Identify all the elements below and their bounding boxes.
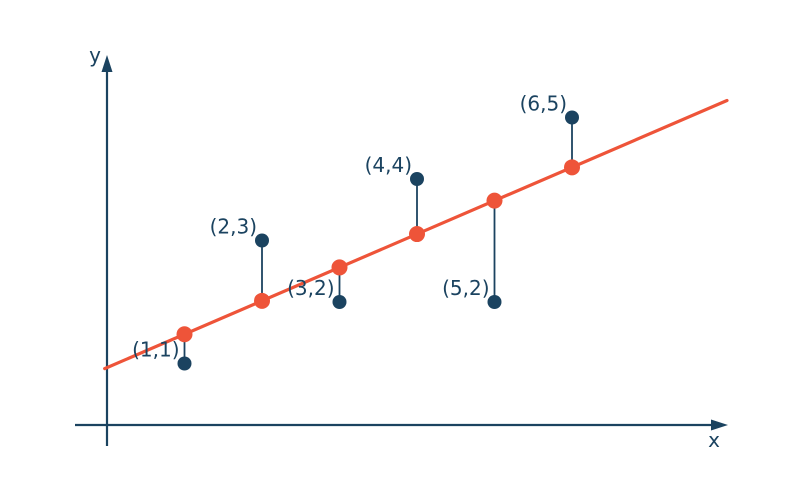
- data-point: [255, 233, 269, 248]
- fitted-point: [331, 259, 348, 276]
- data-point: [487, 295, 502, 309]
- point-label: (6,5): [520, 92, 567, 116]
- data-point: [177, 356, 192, 371]
- point-label: (2,3): [210, 215, 257, 239]
- point-label: (3,2): [287, 276, 334, 300]
- data-point: [410, 172, 424, 186]
- fitted-point: [409, 226, 425, 243]
- point-label: (4,4): [365, 153, 412, 177]
- x-axis-arrow-icon: [711, 419, 728, 431]
- fitted-point: [564, 159, 580, 176]
- fitted-point: [254, 292, 270, 309]
- point-label: (5,2): [442, 276, 489, 300]
- data-point: [332, 295, 347, 309]
- fitted-point: [176, 326, 193, 343]
- y-axis-label: y: [89, 43, 101, 67]
- data-point: [565, 110, 579, 125]
- x-axis-label: x: [708, 428, 720, 452]
- y-axis-arrow-icon: [101, 55, 113, 72]
- fitted-point: [486, 192, 503, 209]
- point-label: (1,1): [132, 338, 179, 362]
